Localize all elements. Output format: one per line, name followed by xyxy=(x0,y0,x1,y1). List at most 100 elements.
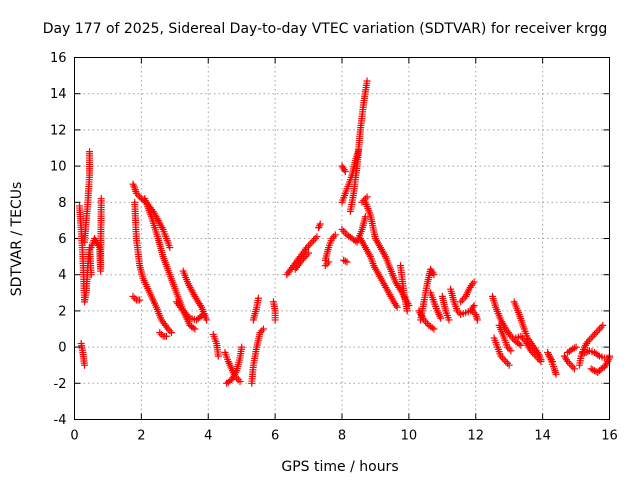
data-point xyxy=(470,278,478,286)
data-point xyxy=(570,365,578,373)
data-point xyxy=(590,330,598,338)
data-point xyxy=(517,341,525,349)
x-tick-label: 10 xyxy=(401,429,418,444)
data-point xyxy=(515,340,523,348)
data-point xyxy=(308,238,316,246)
y-tick-label: -4 xyxy=(54,413,67,428)
data-point xyxy=(599,321,607,329)
x-tick-label: 2 xyxy=(137,429,145,444)
y-tick-label: 14 xyxy=(50,87,67,102)
data-point xyxy=(97,195,105,203)
y-tick-label: -2 xyxy=(54,377,67,392)
data-point xyxy=(595,325,603,333)
data-point xyxy=(505,361,513,369)
plot-frame xyxy=(74,57,610,420)
data-point xyxy=(570,344,578,352)
data-point xyxy=(594,327,602,335)
data-point xyxy=(340,227,348,235)
data-point xyxy=(437,314,445,322)
data-point xyxy=(259,325,267,333)
data-point xyxy=(238,343,246,351)
data-point xyxy=(500,356,508,364)
data-point xyxy=(131,294,139,302)
data-point xyxy=(549,358,557,366)
data-point xyxy=(343,258,351,266)
x-tick-labels: 0 2 4 6 8 10 12 14 16 xyxy=(70,429,617,444)
data-point xyxy=(305,249,313,257)
data-point xyxy=(136,296,144,304)
y-tick-label: 4 xyxy=(58,268,66,283)
data-point xyxy=(341,168,349,176)
data-point xyxy=(198,312,206,320)
data-point xyxy=(311,235,319,242)
data-point xyxy=(81,361,89,369)
data-point xyxy=(470,301,478,309)
x-tick-label: 14 xyxy=(534,429,551,444)
x-tick-label: 16 xyxy=(601,429,618,444)
data-point xyxy=(569,363,577,371)
data-point xyxy=(363,77,371,85)
y-tick-labels: -4 -2 0 2 4 6 8 10 12 14 16 xyxy=(50,51,67,428)
data-point xyxy=(313,233,321,241)
x-tick-label: 12 xyxy=(467,429,484,444)
data-point xyxy=(403,307,411,315)
data-point xyxy=(234,376,242,384)
data-point xyxy=(535,356,543,364)
y-axis-title: SDTVAR / TECUs xyxy=(9,182,25,297)
data-point xyxy=(428,324,436,332)
data-point xyxy=(567,361,575,369)
x-axis-title: GPS time / hours xyxy=(281,459,398,475)
data-point xyxy=(323,260,331,268)
data-point xyxy=(162,332,170,340)
data-point xyxy=(236,377,244,385)
data-point xyxy=(321,262,329,270)
y-tick-label: 16 xyxy=(50,51,67,66)
chart-title: Day 177 of 2025, Sidereal Day-to-day VTE… xyxy=(43,21,608,37)
x-tick-label: 4 xyxy=(204,429,212,444)
data-point xyxy=(306,240,314,248)
data-point xyxy=(254,294,262,302)
data-point xyxy=(592,368,600,376)
data-point xyxy=(592,329,600,337)
data-point xyxy=(132,189,140,197)
y-tick-label: 8 xyxy=(58,196,66,211)
y-tick-label: 0 xyxy=(58,341,66,356)
data-point xyxy=(502,358,510,366)
data-point xyxy=(129,292,137,300)
data-point xyxy=(594,351,602,359)
data-point xyxy=(189,324,197,332)
data-point xyxy=(338,225,346,233)
x-tick-label: 0 xyxy=(70,429,78,444)
data-point xyxy=(166,244,174,252)
y-tick-label: 12 xyxy=(50,123,67,138)
data-point xyxy=(589,332,597,340)
data-point xyxy=(363,193,371,201)
data-point xyxy=(507,347,515,355)
y-tick-label: 2 xyxy=(58,304,66,319)
data-point xyxy=(331,231,339,239)
x-tick-label: 8 xyxy=(338,429,346,444)
data-point xyxy=(214,352,222,360)
data-point xyxy=(572,343,580,351)
data-points xyxy=(76,77,613,387)
data-point xyxy=(430,325,438,333)
data-point xyxy=(199,311,207,319)
data-point xyxy=(504,359,512,367)
data-point xyxy=(87,271,95,279)
data-point xyxy=(86,148,94,156)
x-tick-label: 6 xyxy=(271,429,279,444)
y-tick-label: 6 xyxy=(58,232,66,247)
data-point xyxy=(156,329,164,337)
data-point xyxy=(316,220,324,228)
data-point xyxy=(157,330,165,338)
data-point xyxy=(340,256,348,264)
data-point xyxy=(310,236,318,244)
data-point xyxy=(597,323,605,331)
data-point xyxy=(468,307,476,315)
y-tick-label: 10 xyxy=(50,160,67,175)
data-point xyxy=(445,316,453,324)
data-point xyxy=(315,224,323,232)
data-point xyxy=(458,296,466,304)
